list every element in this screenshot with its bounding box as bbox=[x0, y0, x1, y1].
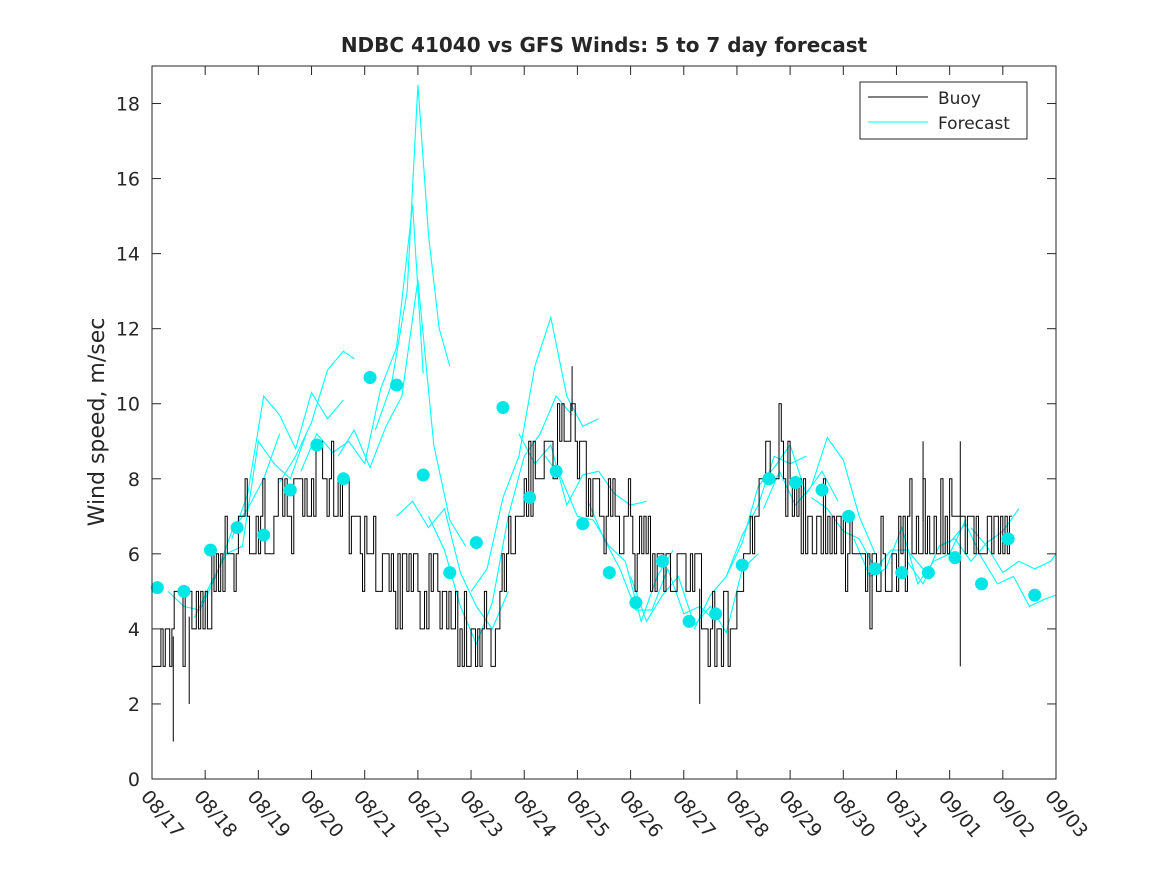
forecast-marker bbox=[363, 370, 377, 384]
forecast-marker bbox=[1001, 532, 1015, 546]
forecast-marker bbox=[177, 584, 191, 598]
forecast-marker bbox=[150, 581, 164, 595]
forecast-line-run4 bbox=[279, 350, 355, 483]
forecast-marker bbox=[602, 566, 616, 580]
forecast-line-run21 bbox=[949, 522, 1057, 608]
y-tick-label: 16 bbox=[116, 169, 140, 191]
forecast-marker bbox=[576, 517, 590, 531]
y-tick-label: 14 bbox=[116, 244, 140, 266]
y-tick-label: 10 bbox=[116, 394, 140, 416]
buoy-series-group bbox=[152, 366, 1012, 742]
forecast-marker bbox=[523, 491, 537, 505]
forecast-line-run13 bbox=[587, 501, 717, 622]
forecast-marker bbox=[443, 566, 457, 580]
y-tick-label: 6 bbox=[128, 544, 140, 566]
forecast-marker bbox=[735, 558, 749, 572]
forecast-marker bbox=[230, 521, 244, 535]
plot-frame bbox=[151, 65, 1057, 780]
forecast-marker bbox=[842, 509, 856, 523]
forecast-line-run1 bbox=[167, 433, 281, 611]
forecast-line-run6 bbox=[337, 279, 467, 547]
forecast-marker bbox=[257, 528, 271, 542]
forecast-marker bbox=[655, 554, 669, 568]
forecast-marker bbox=[549, 464, 563, 478]
forecast-marker bbox=[709, 607, 723, 621]
y-axis-ticks: 0 2 4 6 8 10 12 14 16 18 bbox=[116, 94, 1056, 791]
forecast-line-run8 bbox=[396, 500, 509, 631]
forecast-marker bbox=[336, 472, 350, 486]
forecast-marker bbox=[921, 566, 935, 580]
buoy-line bbox=[152, 403, 1012, 667]
forecast-marker bbox=[788, 476, 802, 490]
forecast-marker bbox=[762, 472, 776, 486]
forecast-marker bbox=[895, 566, 909, 580]
forecast-line-run5 bbox=[300, 204, 424, 472]
forecast-marker bbox=[496, 400, 510, 414]
legend: Buoy Forecast bbox=[859, 81, 1028, 140]
forecast-marker bbox=[868, 562, 882, 576]
forecast-marker bbox=[310, 438, 324, 452]
y-tick-label: 0 bbox=[128, 769, 140, 791]
forecast-line-run11 bbox=[518, 433, 647, 507]
forecast-line-run16 bbox=[725, 443, 839, 577]
forecast-marker bbox=[416, 468, 430, 482]
forecast-line-run17 bbox=[762, 436, 876, 555]
legend-forecast-label: Forecast bbox=[938, 114, 1010, 134]
chart-title: NDBC 41040 vs GFS Winds: 5 to 7 day fore… bbox=[341, 33, 868, 57]
y-tick-label: 18 bbox=[116, 94, 140, 116]
forecast-marker bbox=[1028, 588, 1042, 602]
forecast-line-run2 bbox=[194, 433, 307, 618]
forecast-line-run10 bbox=[470, 315, 599, 592]
forecast-marker-group bbox=[150, 370, 1042, 628]
forecast-marker bbox=[948, 551, 962, 565]
y-tick-label: 2 bbox=[128, 694, 140, 716]
legend-buoy-label: Buoy bbox=[938, 89, 981, 109]
forecast-marker bbox=[975, 577, 989, 591]
forecast-marker bbox=[629, 596, 643, 610]
forecast-line-run3 bbox=[231, 391, 344, 539]
plot-area bbox=[152, 66, 1056, 779]
y-axis-label: Wind speed, m/sec bbox=[85, 318, 110, 527]
forecast-marker bbox=[815, 483, 829, 497]
legend-box bbox=[859, 81, 1028, 140]
forecast-marker bbox=[203, 543, 217, 557]
y-tick-label: 4 bbox=[128, 619, 140, 641]
forecast-marker bbox=[283, 483, 297, 497]
y-tick-label: 8 bbox=[128, 469, 140, 491]
forecast-marker bbox=[469, 536, 483, 550]
forecast-marker bbox=[682, 614, 696, 628]
forecast-marker bbox=[390, 378, 404, 392]
y-tick-label: 12 bbox=[116, 319, 140, 341]
